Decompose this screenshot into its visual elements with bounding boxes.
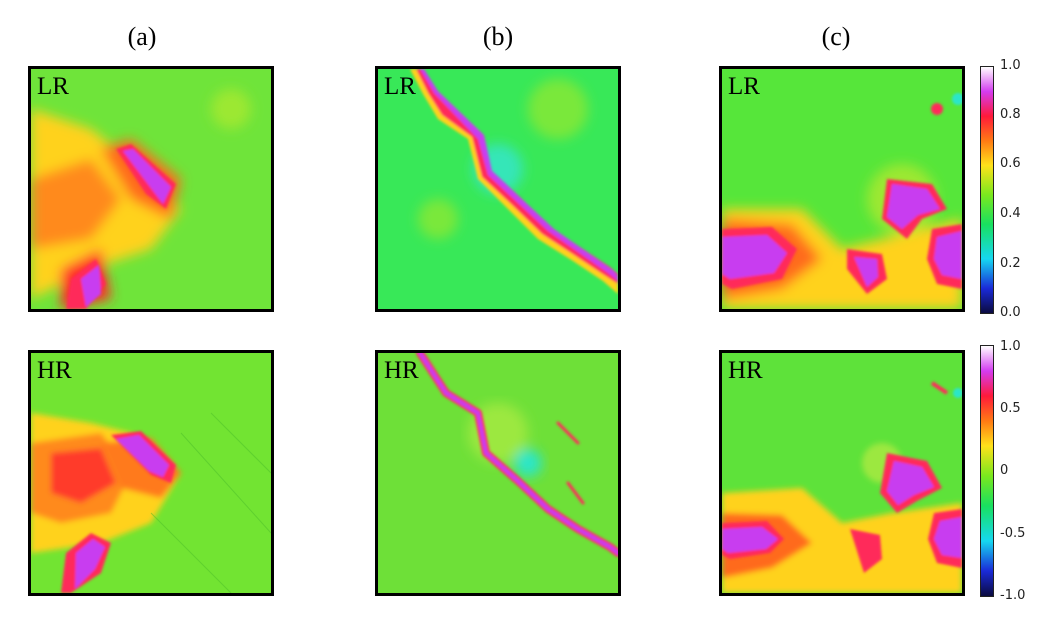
panel-a-lr: LR (28, 66, 274, 312)
panel-tag: HR (37, 357, 72, 384)
colorbar-top-tick: 0.8 (1000, 107, 1021, 122)
panel-c-lr: LR (719, 66, 965, 312)
panel-b-hr: HR (375, 350, 621, 596)
panel-tag: LR (384, 73, 416, 100)
column-label-c: (c) (821, 22, 851, 51)
panel-tag: LR (728, 73, 760, 100)
heatmap-b-lr (378, 69, 618, 309)
panel-tag: HR (728, 357, 763, 384)
colorbar-top-tick: 0.6 (1000, 156, 1021, 171)
colorbar-top (980, 66, 994, 314)
colorbar-bottom (980, 345, 994, 597)
heatmap-c-lr (722, 69, 962, 309)
panel-tag: HR (384, 357, 419, 384)
colorbar-bottom-tick: -1.0 (1000, 588, 1026, 603)
heatmap-a-hr (31, 353, 271, 593)
column-label-b: (b) (482, 22, 514, 51)
column-label-a: (a) (127, 22, 157, 51)
colorbar-top-tick: 0.0 (1000, 305, 1021, 320)
heatmap-c-hr (722, 353, 962, 593)
panel-b-lr: LR (375, 66, 621, 312)
heatmap-b-hr (378, 353, 618, 593)
panel-c-hr: HR (719, 350, 965, 596)
panel-a-hr: HR (28, 350, 274, 596)
colorbar-bottom-tick: 1.0 (1000, 339, 1021, 354)
heatmap-a-lr (31, 69, 271, 309)
panel-tag: LR (37, 73, 69, 100)
colorbar-bottom-tick: 0.5 (1000, 401, 1021, 416)
colorbar-top-tick: 1.0 (1000, 58, 1021, 73)
colorbar-bottom-tick: -0.5 (1000, 526, 1026, 541)
colorbar-bottom-tick: 0 (1000, 463, 1009, 478)
colorbar-top-tick: 0.4 (1000, 206, 1021, 221)
colorbar-top-tick: 0.2 (1000, 256, 1021, 271)
